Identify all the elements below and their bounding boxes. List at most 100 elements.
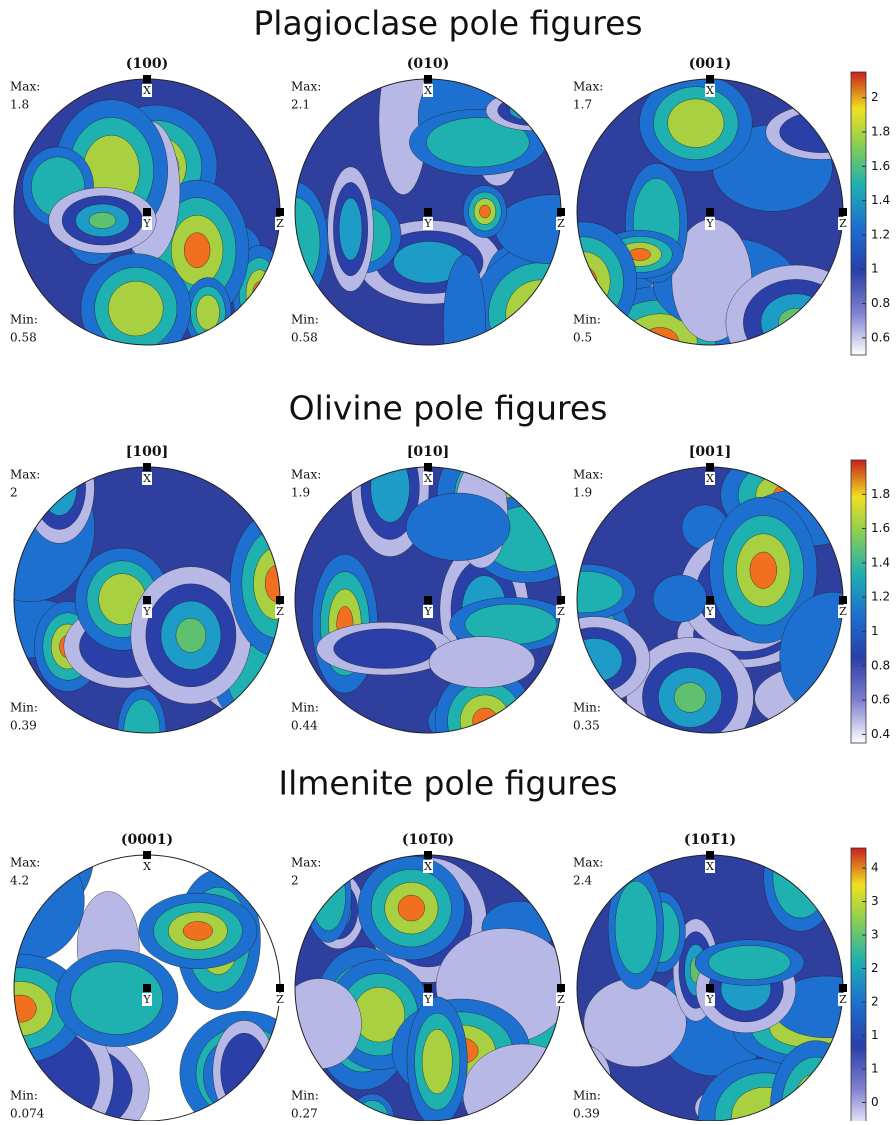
- axis-label-bg: [705, 472, 715, 485]
- axis-label: X: [424, 84, 432, 97]
- colorbar-tick-label: 1: [871, 262, 879, 276]
- panel-label: (101̅0): [402, 832, 454, 848]
- axis-label-bg: [705, 217, 715, 230]
- colorbar-tick-label: 1.8: [871, 125, 890, 139]
- axis-marker: [276, 984, 284, 992]
- max-value: 1.7: [573, 98, 592, 112]
- colorbar-tick-label: 4: [871, 861, 879, 875]
- axis-label: X: [143, 860, 151, 873]
- axis-label: Z: [557, 217, 565, 230]
- colorbar-tick-label: 3: [871, 928, 879, 942]
- axis-label: Z: [839, 217, 847, 230]
- contour: [443, 254, 486, 345]
- section-title: Ilmenite pole figures: [278, 764, 617, 803]
- axis-label-bg: [142, 605, 152, 618]
- axis-label: Y: [142, 217, 151, 230]
- colorbar-tick-label: 1.2: [871, 227, 890, 241]
- contour: [397, 894, 425, 922]
- pole-figure: [295, 467, 561, 733]
- contour: [108, 280, 164, 337]
- panel-label: (101̅1): [684, 832, 736, 848]
- axis-label-bg: [142, 472, 152, 485]
- contour: [772, 855, 829, 919]
- axis-label-bg: [142, 84, 152, 97]
- section-title: Plagioclase pole figures: [253, 4, 642, 43]
- min-value: 0.39: [573, 1107, 600, 1121]
- axis-marker: [143, 596, 151, 604]
- max-value: 4.2: [10, 874, 29, 888]
- axis-label-bg: [705, 84, 715, 97]
- axis-marker: [839, 208, 847, 216]
- max-label: Max:: [291, 856, 321, 870]
- max-value: 1.9: [291, 486, 310, 500]
- contour: [577, 266, 598, 297]
- axis-label-bg: [142, 217, 152, 230]
- colorbar-tick-label: 2: [871, 961, 879, 975]
- contour: [333, 628, 437, 669]
- contour: [522, 296, 558, 332]
- axis-label-bg: [423, 860, 433, 873]
- max-label: Max:: [573, 856, 603, 870]
- axis-label-bg: [556, 605, 566, 618]
- colorbar-tick-label: 0: [871, 1095, 879, 1109]
- axis-label-bg: [556, 993, 566, 1006]
- colorbar-tick-label: 2: [871, 90, 879, 104]
- min-value: 0.58: [10, 331, 37, 345]
- contour: [175, 617, 207, 653]
- max-value: 1.8: [10, 98, 29, 112]
- min-value: 0.39: [10, 719, 37, 733]
- contour: [14, 994, 37, 1023]
- colorbar-tick-label: 1.6: [871, 159, 890, 173]
- section-title: Olivine pole figures: [289, 389, 608, 428]
- min-label: Min:: [10, 1089, 38, 1103]
- colorbar-tick-label: 1: [871, 1061, 879, 1075]
- axis-label: X: [143, 84, 151, 97]
- max-label: Max:: [10, 468, 40, 482]
- axis-marker: [143, 851, 151, 859]
- axis-marker: [424, 75, 432, 83]
- max-label: Max:: [10, 856, 40, 870]
- axis-label: Y: [705, 217, 714, 230]
- axis-label: Y: [423, 993, 432, 1006]
- pole-figure: [577, 79, 843, 345]
- contour: [577, 570, 624, 614]
- min-label: Min:: [10, 313, 38, 327]
- axis-label: Y: [142, 605, 151, 618]
- axis-label: X: [424, 472, 432, 485]
- contour: [184, 232, 211, 268]
- max-value: 2.4: [573, 874, 592, 888]
- contour: [653, 574, 707, 623]
- colorbar-tick-label: 0.8: [871, 296, 890, 310]
- axis-label: X: [706, 472, 714, 485]
- axis-marker: [424, 984, 432, 992]
- contour: [577, 638, 623, 683]
- pole-figure: [14, 79, 280, 345]
- axis-marker: [706, 463, 714, 471]
- axis-marker: [143, 463, 151, 471]
- axis-marker: [143, 208, 151, 216]
- min-value: 0.074: [10, 1107, 45, 1121]
- contour: [421, 1029, 453, 1095]
- max-value: 2: [291, 874, 299, 888]
- axis-label: Y: [423, 217, 432, 230]
- axis-marker: [839, 984, 847, 992]
- colorbar-tick-label: 0.6: [871, 330, 890, 344]
- contour: [245, 269, 273, 319]
- min-label: Min:: [291, 1089, 319, 1103]
- contour: [497, 95, 561, 126]
- colorbar-tick-label: 1.2: [871, 590, 890, 604]
- min-label: Min:: [10, 701, 38, 715]
- panel-label: [010]: [407, 444, 449, 460]
- axis-label: Z: [839, 993, 847, 1006]
- contour: [804, 1089, 828, 1121]
- axis-label-bg: [705, 605, 715, 618]
- contour: [41, 467, 78, 516]
- axis-marker: [706, 984, 714, 992]
- axis-label-bg: [142, 993, 152, 1006]
- colorbar-tick-label: 0.6: [871, 693, 890, 707]
- min-label: Min:: [573, 1089, 601, 1103]
- axis-marker: [424, 208, 432, 216]
- pole-figure: [577, 855, 843, 1121]
- axis-label: Z: [276, 993, 284, 1006]
- axis-marker: [276, 208, 284, 216]
